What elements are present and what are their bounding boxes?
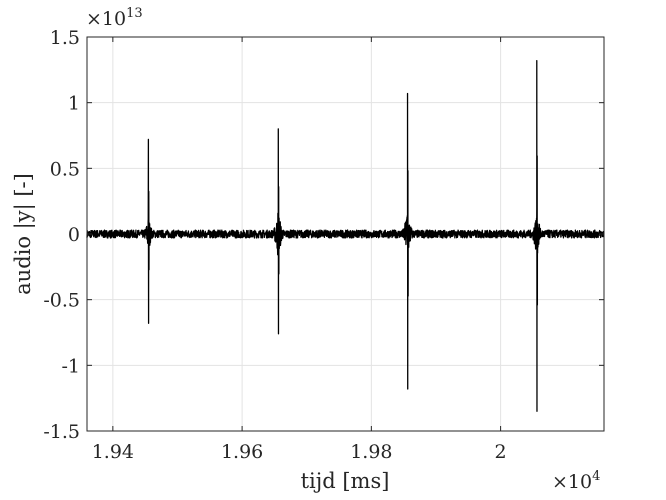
signal-line	[86, 59, 605, 412]
x-axis-label: tijd [ms]	[301, 469, 390, 493]
x-tick-label: 1.94	[92, 441, 134, 463]
y-tick-label: -1	[61, 355, 80, 377]
y-tick-label: -1.5	[43, 421, 80, 443]
x-axis-multiplier: ×104	[552, 469, 600, 493]
x-tick-label: 1.98	[350, 441, 392, 463]
y-tick-label: 1.5	[50, 27, 80, 49]
y-tick-label: -0.5	[43, 290, 80, 312]
y-tick-label: 1	[68, 93, 80, 115]
y-tick-label: 0.5	[50, 158, 80, 180]
signal-series	[86, 59, 605, 412]
ticks	[87, 36, 604, 432]
x-tick-label: 2	[495, 441, 507, 463]
x-tick-labels: 1.94 1.96 1.98 2	[92, 441, 507, 463]
y-tick-label: 0	[68, 224, 80, 246]
y-tick-labels: -1.5 -1 -0.5 0 0.5 1 1.5	[43, 27, 80, 443]
y-axis-label: audio |y| [-]	[11, 173, 36, 295]
x-tick-label: 1.96	[221, 441, 263, 463]
y-axis-multiplier: ×1013	[86, 6, 143, 30]
